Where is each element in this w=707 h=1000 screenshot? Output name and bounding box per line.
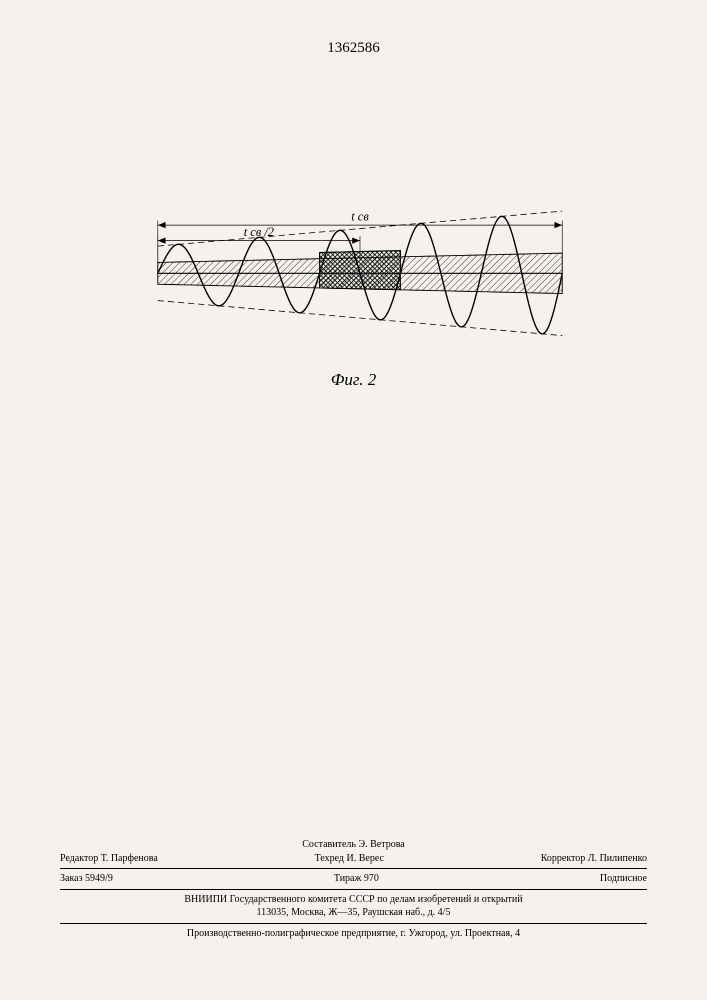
credits-podpisnoe: Подписное [600,872,647,886]
credits-block: Составитель Э. Ветрова Редактор Т. Парфе… [60,838,647,940]
credits-corrector: Корректор Л. Пилипенко [541,852,647,866]
svg-text:t св: t св [351,209,369,223]
credits-techred: Техред И. Верес [315,852,384,866]
credits-org1: ВНИИПИ Государственного комитета СССР по… [60,893,647,907]
rule-2 [60,889,647,890]
credits-composer: Составитель Э. Ветрова [60,838,647,852]
figure-caption: Фиг. 2 [0,370,707,390]
page-number: 1362586 [0,40,707,57]
rule-3 [60,923,647,924]
svg-text:t св /2: t св /2 [244,225,274,239]
credits-order: Заказ 5949/9 [60,872,113,886]
credits-addr1: 113035, Москва, Ж—35, Раушская наб., д. … [60,906,647,920]
rule-1 [60,868,647,869]
figure-waveform: t св t св /2 [100,145,620,355]
credits-tirazh: Тираж 970 [334,872,379,886]
credits-editor: Редактор Т. Парфенова [60,852,158,866]
credits-org2: Производственно-полиграфическое предприя… [60,927,647,941]
